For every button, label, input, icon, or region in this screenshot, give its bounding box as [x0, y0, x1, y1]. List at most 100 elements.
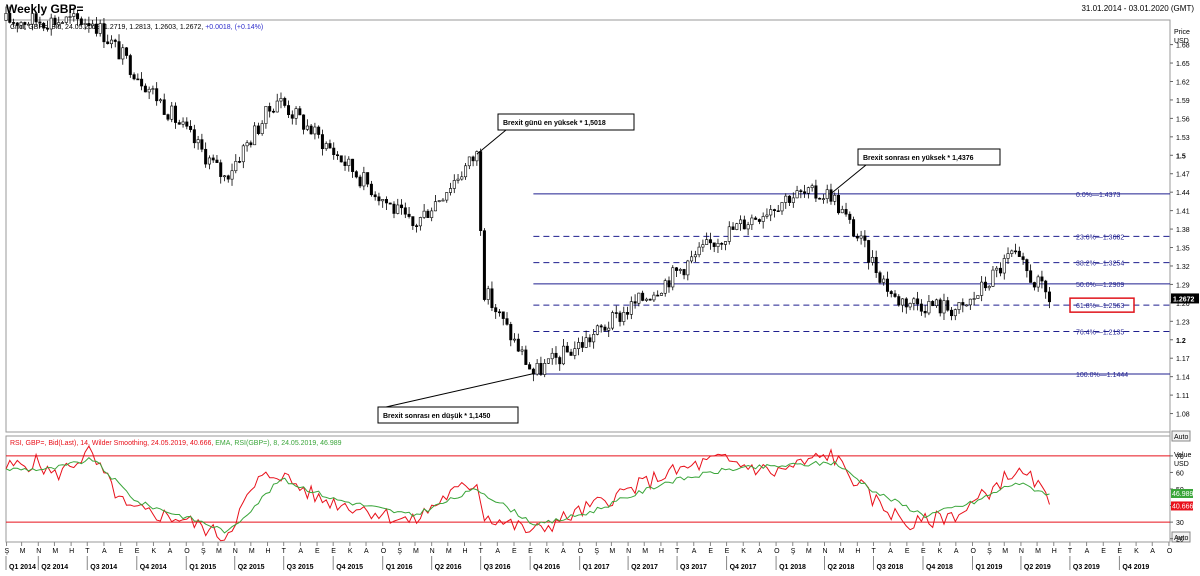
quarter-label: Q3 2017	[680, 564, 707, 571]
candle-body	[720, 242, 724, 245]
candle-body	[177, 122, 181, 125]
price-panel-frame	[5, 19, 1171, 433]
month-tick-label: E	[528, 548, 533, 555]
month-tick-label: A	[495, 548, 500, 555]
candle-body	[260, 123, 264, 134]
rsi-line	[5, 445, 1050, 542]
month-tick-label: M	[20, 548, 26, 555]
candle-body	[79, 18, 83, 25]
candle-body	[535, 363, 539, 375]
candle-body	[644, 298, 648, 301]
month-tick-label: O	[1167, 548, 1173, 555]
candle-body	[396, 204, 400, 214]
candle-body	[761, 216, 765, 222]
month-tick-label: H	[69, 548, 74, 555]
candle-body	[558, 357, 562, 365]
candle-body	[912, 298, 916, 304]
quarter-label: Q2 2016	[435, 564, 462, 571]
price-tick-label: 1.53	[1176, 135, 1190, 142]
candle-body	[109, 39, 113, 45]
candle-body	[275, 100, 279, 113]
candle-body	[467, 156, 471, 167]
candle-body	[83, 23, 87, 25]
price-tick-label: 1.44	[1176, 190, 1190, 197]
candle-body	[294, 108, 298, 119]
fib-level-label: 100.0%—1.1444	[1076, 372, 1128, 379]
quarter-label: Q3 2014	[90, 564, 117, 571]
candle-body	[403, 207, 407, 215]
candle-body	[377, 196, 381, 202]
candle-body	[754, 217, 758, 220]
candle-body	[1014, 250, 1018, 253]
candle-body	[497, 311, 501, 314]
candle-body	[897, 296, 901, 306]
candle-body	[791, 197, 795, 203]
candle-body	[1025, 259, 1029, 272]
rsi-tick-label: 20	[1176, 537, 1184, 544]
candle-body	[769, 209, 773, 216]
candle-body	[931, 301, 935, 307]
month-tick-label: H	[266, 548, 271, 555]
candle-body	[976, 295, 980, 299]
month-tick-label: M	[216, 548, 222, 555]
candle-body	[45, 27, 49, 30]
candle-body	[283, 98, 287, 106]
rsi-auto-button[interactable]: Auto	[1171, 531, 1191, 543]
candle-body	[309, 125, 313, 135]
candle-body	[335, 154, 339, 157]
candle-body	[449, 188, 453, 193]
candle-body	[298, 108, 302, 116]
quarter-label: Q1 2017	[583, 564, 610, 571]
candle-body	[562, 345, 566, 365]
candle-body	[513, 338, 517, 341]
candle-body	[739, 219, 743, 224]
candle-body	[539, 363, 543, 375]
candle-body	[482, 230, 486, 300]
month-tick-label: A	[561, 548, 566, 555]
candle-body	[290, 114, 294, 119]
month-tick-label: A	[757, 548, 762, 555]
month-tick-label: O	[381, 548, 387, 555]
candle-body	[445, 192, 449, 201]
candle-body	[441, 199, 445, 202]
price-header: Cndl, GBP=, Bid, 24.05.2019, 1.2719, 1.2…	[10, 24, 263, 31]
ema-last-tag: 46.989	[1171, 488, 1194, 498]
price-tick-label: 1.17	[1176, 356, 1190, 363]
candle-body	[675, 267, 679, 271]
candle-body	[1002, 258, 1006, 274]
rsi-tick-label: 60	[1176, 470, 1184, 477]
candle-body	[268, 106, 272, 112]
candle-body	[934, 299, 938, 307]
candle-body	[1029, 270, 1033, 283]
candle-body	[128, 55, 132, 75]
last-price-value: 1.2672	[1173, 296, 1195, 303]
candle-body	[347, 158, 351, 166]
candle-body	[633, 301, 637, 304]
month-tick-label: K	[938, 548, 943, 555]
month-tick-label: N	[36, 548, 41, 555]
candle-body	[648, 298, 652, 301]
month-tick-label: O	[184, 548, 190, 555]
price-auto-button[interactable]: Auto	[1171, 430, 1191, 442]
candle-body	[509, 324, 513, 341]
candle-body	[174, 105, 178, 123]
candle-body	[641, 292, 645, 301]
quarter-label: Q4 2015	[336, 564, 363, 571]
candle-body	[693, 254, 697, 258]
month-tick-label: A	[954, 548, 959, 555]
month-tick-label: O	[971, 548, 977, 555]
month-tick-label: M	[642, 548, 648, 555]
candle-body	[671, 267, 675, 288]
month-tick-label: K	[348, 548, 353, 555]
fib-highlight-box	[1069, 297, 1135, 313]
candle-body	[245, 142, 249, 147]
candle-body	[735, 223, 739, 230]
candle-body	[727, 226, 731, 242]
candle-body	[23, 22, 27, 25]
candle-body	[230, 170, 234, 180]
month-tick-label: T	[675, 548, 680, 555]
month-tick-label: H	[1052, 548, 1057, 555]
rsi-axis-title: Value	[1174, 452, 1191, 459]
candle-body	[19, 22, 23, 26]
candle-body	[57, 22, 61, 25]
